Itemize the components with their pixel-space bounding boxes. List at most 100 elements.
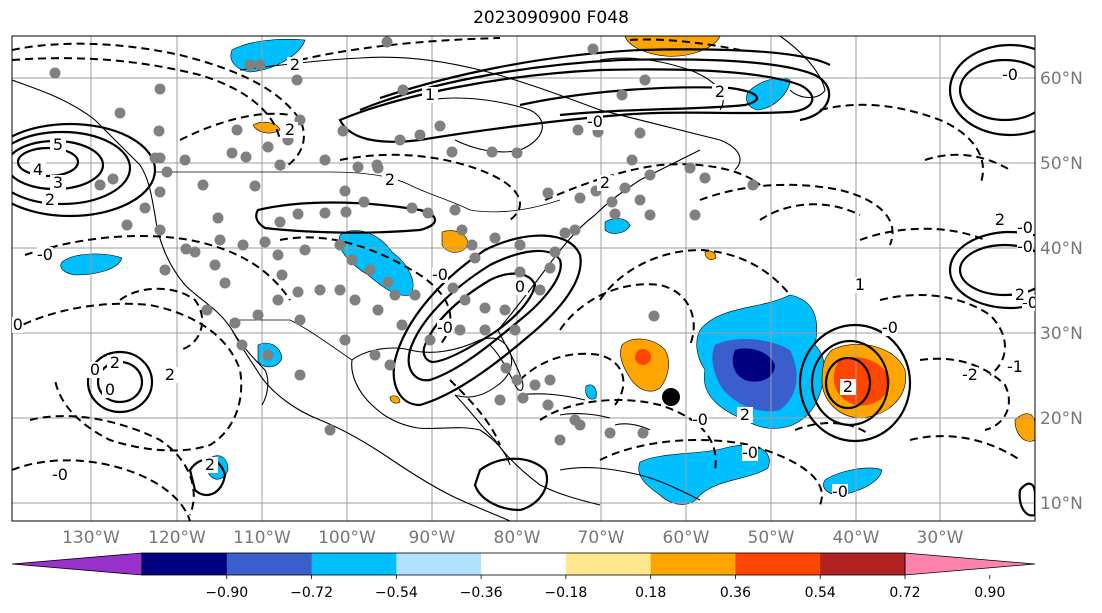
contour-label: -0 [7,315,23,334]
lat-tick-label: 30°N [1040,324,1083,344]
station-dot [371,159,383,171]
station-dot [294,369,306,381]
colorbar-segment [735,553,821,575]
station-dot [292,286,304,298]
station-dot [534,284,546,296]
station-dot [272,294,284,306]
station-dot [107,173,119,185]
station-dot [154,186,166,198]
station-dot [747,179,759,191]
station-dot [324,424,336,436]
station-dot [494,394,506,406]
colorbar-tick-label: 0.54 [805,585,836,601]
station-dot [459,294,471,306]
contour-label: 2 [290,55,300,74]
contour-label: 3 [53,173,63,192]
station-dot [447,282,459,294]
station-dot [201,304,213,316]
colorbar-segment [481,553,567,575]
contour-label: 1 [425,85,435,104]
contour-label: -0 [692,410,708,429]
station-dot [372,304,384,316]
station-dot [626,154,638,166]
station-dot [424,334,436,346]
contour-label: 2 [995,210,1005,229]
station-dot [340,206,352,218]
lat-tick-label: 50°N [1040,154,1083,174]
map-title: 2023090900 F048 [473,8,629,28]
colorbar-tick-label: −0.72 [290,585,333,601]
station-dot [572,124,584,136]
colorbar-segment [226,553,313,575]
station-dot [466,239,478,251]
station-dot [179,154,191,166]
station-dot [262,141,274,153]
colorbar-labels: −0.90 −0.72 −0.54 −0.36 −0.18 0.18 0.36 0.54 0.7… [205,575,1005,601]
station-dot [554,434,566,446]
station-dot [197,179,209,191]
station-dot [684,162,696,174]
colorbar-segment [820,553,906,575]
station-dot [446,146,458,158]
station-dot [384,359,396,371]
station-dot [486,146,498,158]
station-dot [358,196,370,208]
station-dot [517,392,529,404]
contour-label: -0 [832,482,848,501]
station-dot [499,304,511,316]
station-dot [212,212,224,224]
station-dot [456,224,468,236]
station-dot [369,349,381,361]
colorbar [11,552,1036,576]
station-dot [180,243,192,255]
colorbar-segment [311,553,397,575]
station-dot [319,154,331,166]
station-dot [644,169,656,181]
station-dot [334,284,346,296]
solid-contours [12,43,1035,517]
contour-label: -0 [1002,65,1018,84]
station-dot [514,239,526,251]
dashed-contours [12,37,1021,521]
lat-tick-label: 40°N [1040,239,1083,259]
station-dot [619,182,631,194]
colorbar-segment [142,553,228,575]
station-dot [252,309,264,321]
lon-tick-label: 100°W [318,528,376,548]
lat-tick-label: 20°N [1040,409,1083,429]
station-dot [511,147,523,159]
contour-label: 0 [515,277,525,296]
station-dot [292,208,304,220]
station-dot [49,67,61,79]
colorbar-segment [650,553,736,575]
longitude-labels: 130°W 120°W 110°W 100°W 90°W 80°W 70°W 60°W 50°W… [62,528,964,548]
contour-label: -0 [37,245,53,264]
station-dot [394,134,406,146]
station-dot [299,244,311,256]
station-dot [249,180,261,192]
storm-center-marker [662,388,680,406]
colorbar-segment [565,553,652,575]
colorbar-over-extension [904,552,1036,576]
station-dot [414,129,426,141]
colorbar-tick-label: 0.36 [720,585,751,601]
station-dot [639,74,651,86]
station-dot [634,194,646,206]
station-dot [334,239,346,251]
station-dot [240,151,252,163]
station-dot [549,246,561,258]
lon-tick-label: 130°W [62,528,120,548]
station-dot [609,208,621,220]
station-dot [409,289,421,301]
lon-tick-label: 40°W [833,528,880,548]
colorbar-segment [396,553,482,575]
contour-label: -0 [882,318,898,337]
station-dot [346,254,358,266]
station-dot [154,83,166,95]
station-dot [479,324,491,336]
station-dot [559,227,571,239]
station-dot [606,196,618,208]
station-dot [153,125,165,137]
